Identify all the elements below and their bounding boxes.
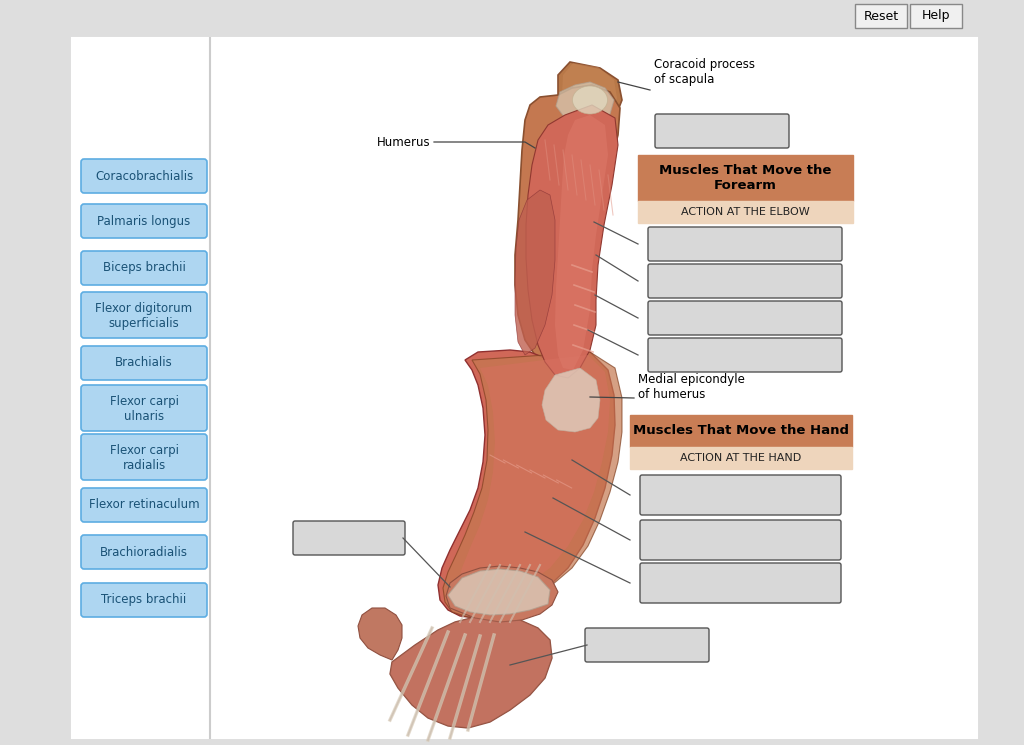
FancyBboxPatch shape [910,4,962,28]
Bar [630,415,852,610]
FancyBboxPatch shape [648,301,842,335]
FancyBboxPatch shape [81,346,207,380]
Text: Brachioradialis: Brachioradialis [100,545,188,559]
Bar [638,155,853,201]
Bar [638,155,853,380]
FancyBboxPatch shape [81,535,207,569]
Polygon shape [446,566,558,622]
Polygon shape [443,352,622,617]
Polygon shape [390,617,552,728]
Polygon shape [457,355,610,600]
FancyBboxPatch shape [648,264,842,298]
Polygon shape [562,63,617,122]
Text: Biceps brachii: Biceps brachii [102,261,185,274]
FancyBboxPatch shape [81,204,207,238]
FancyBboxPatch shape [855,4,907,28]
Polygon shape [526,105,618,378]
FancyBboxPatch shape [81,292,207,338]
Text: Reset: Reset [863,10,899,22]
Text: Flexor carpi
radialis: Flexor carpi radialis [110,444,178,472]
FancyBboxPatch shape [640,563,841,603]
FancyBboxPatch shape [648,227,842,261]
FancyBboxPatch shape [81,251,207,285]
Text: Flexor digitorum
superficialis: Flexor digitorum superficialis [95,302,193,330]
FancyBboxPatch shape [293,521,406,555]
Polygon shape [438,350,615,618]
Bar [72,38,977,738]
FancyBboxPatch shape [585,628,709,662]
FancyBboxPatch shape [81,583,207,617]
Ellipse shape [572,86,607,114]
FancyBboxPatch shape [81,385,207,431]
Polygon shape [555,115,608,370]
FancyBboxPatch shape [648,338,842,372]
Polygon shape [558,62,622,125]
FancyBboxPatch shape [655,114,790,148]
FancyBboxPatch shape [640,520,841,560]
Text: Muscles That Move the
Forearm: Muscles That Move the Forearm [659,164,831,192]
Text: Coracobrachialis: Coracobrachialis [95,170,194,183]
Polygon shape [358,608,402,660]
Text: Medial epicondyle
of humerus: Medial epicondyle of humerus [638,373,744,401]
Polygon shape [390,617,552,728]
Polygon shape [515,85,620,360]
Text: ACTION AT THE HAND: ACTION AT THE HAND [680,453,802,463]
Polygon shape [542,368,600,432]
FancyBboxPatch shape [81,159,207,193]
FancyBboxPatch shape [81,434,207,480]
Text: Muscles That Move the Hand: Muscles That Move the Hand [633,425,849,437]
Polygon shape [556,82,614,124]
Polygon shape [515,190,555,355]
Text: Flexor carpi
ulnaris: Flexor carpi ulnaris [110,395,178,423]
Text: Humerus: Humerus [377,136,430,148]
Text: Triceps brachii: Triceps brachii [101,594,186,606]
Text: Palmaris longus: Palmaris longus [97,215,190,227]
Text: Brachialis: Brachialis [115,357,173,370]
Text: Coracoid process
of scapula: Coracoid process of scapula [654,58,755,86]
Bar [630,447,852,469]
Text: Help: Help [922,10,950,22]
Bar [638,201,853,223]
FancyBboxPatch shape [81,488,207,522]
Text: Flexor retinaculum: Flexor retinaculum [89,498,200,512]
Bar [630,415,852,447]
Text: ACTION AT THE ELBOW: ACTION AT THE ELBOW [681,207,810,217]
Polygon shape [449,569,550,615]
FancyBboxPatch shape [640,475,841,515]
